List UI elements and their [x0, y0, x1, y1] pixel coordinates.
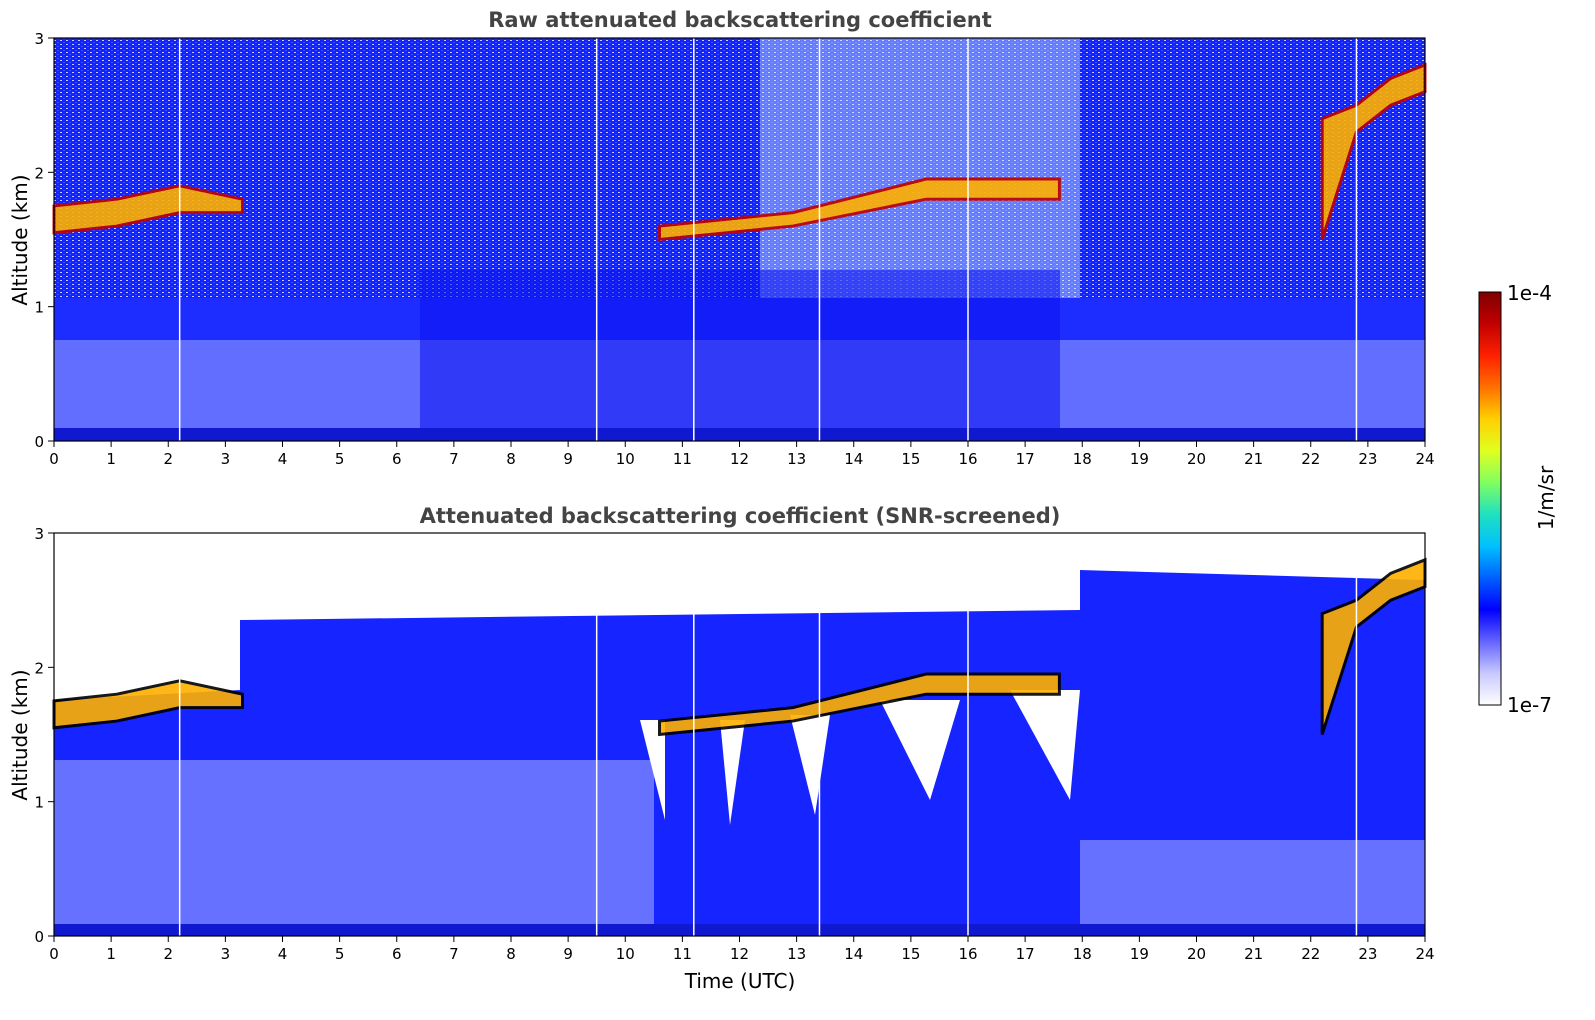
- snr-x-tick-label: 4: [278, 945, 288, 963]
- raw-x-tick-label: 21: [1244, 450, 1263, 468]
- snr-surface-layer: [54, 924, 1425, 936]
- snr-x-tick-label: 9: [563, 945, 573, 963]
- raw-x-tick-label: 14: [844, 450, 863, 468]
- raw-y-axis-label: Altitude (km): [8, 174, 32, 305]
- snr-x-axis: 0 1 2 3 4 5 6 7 8 9 10 11 12 13 14 15 16 17 18 19 20 21 22 23 24: [49, 936, 1435, 963]
- snr-cloud-layer: [658, 672, 1061, 737]
- raw-cloud-layer: [52, 184, 245, 235]
- raw-cloud-layer: [658, 177, 1061, 242]
- raw-x-tick-label: 9: [563, 450, 573, 468]
- raw-y-tick-label: 3: [34, 30, 44, 48]
- snr-x-tick-label: 24: [1415, 945, 1434, 963]
- snr-boundary-layer-right: [1080, 840, 1425, 936]
- raw-x-tick-label: 3: [221, 450, 231, 468]
- snr-y-tick-label: 2: [34, 659, 44, 677]
- snr-screened-panel: Attenuated backscattering coefficient (S…: [8, 504, 1435, 993]
- raw-y-tick-label: 1: [34, 299, 44, 317]
- snr-y-tick-label: 3: [34, 525, 44, 543]
- raw-panel-title: Raw attenuated backscattering coefficien…: [488, 8, 992, 32]
- colorbar-label: 1/m/sr: [1534, 465, 1558, 530]
- raw-data-gaps: [178, 38, 1358, 441]
- raw-x-tick-label: 13: [787, 450, 806, 468]
- snr-x-tick-label: 2: [163, 945, 173, 963]
- raw-noise-bright-zone: [760, 38, 1080, 298]
- snr-x-tick-label: 3: [221, 945, 231, 963]
- snr-x-tick-label: 7: [449, 945, 459, 963]
- snr-boundary-layer-left: [54, 760, 654, 936]
- snr-x-tick-label: 13: [787, 945, 806, 963]
- raw-x-tick-label: 23: [1358, 450, 1377, 468]
- raw-x-tick-label: 1: [106, 450, 116, 468]
- raw-x-tick-label: 2: [163, 450, 173, 468]
- snr-screened-out-regions: [640, 690, 1080, 825]
- raw-x-tick-label: 5: [335, 450, 345, 468]
- colorbar-max-label: 1e-4: [1507, 281, 1552, 305]
- raw-noise-upper: [54, 38, 1425, 298]
- snr-x-tick-label: 16: [958, 945, 977, 963]
- raw-x-tick-label: 16: [958, 450, 977, 468]
- raw-plot-area: [52, 37, 1427, 442]
- colorbar-min-label: 1e-7: [1507, 693, 1552, 717]
- raw-dense-aerosol: [420, 270, 1060, 430]
- snr-x-tick-label: 19: [1130, 945, 1149, 963]
- raw-x-tick-label: 0: [49, 450, 59, 468]
- snr-x-tick-label: 15: [901, 945, 920, 963]
- snr-x-tick-label: 5: [335, 945, 345, 963]
- raw-y-axis: 0 1 2 3: [34, 30, 54, 451]
- snr-x-tick-label: 0: [49, 945, 59, 963]
- colorbar-gradient: [1478, 291, 1502, 706]
- raw-x-tick-label: 20: [1187, 450, 1206, 468]
- snr-x-tick-label: 12: [730, 945, 749, 963]
- snr-x-tick-label: 22: [1301, 945, 1320, 963]
- raw-x-tick-label: 24: [1415, 450, 1434, 468]
- raw-y-tick-label: 2: [34, 164, 44, 182]
- raw-backscatter-panel: Raw attenuated backscattering coefficien…: [8, 8, 1435, 468]
- snr-x-tick-label: 17: [1016, 945, 1035, 963]
- snr-x-tick-label: 11: [673, 945, 692, 963]
- x-axis-label: Time (UTC): [684, 969, 796, 993]
- snr-x-tick-label: 18: [1073, 945, 1092, 963]
- snr-x-tick-label: 8: [506, 945, 516, 963]
- raw-x-tick-label: 6: [392, 450, 402, 468]
- snr-data-gaps: [178, 533, 1358, 936]
- snr-x-tick-label: 6: [392, 945, 402, 963]
- snr-plot-area: [52, 532, 1427, 937]
- raw-surface-layer: [54, 428, 1425, 441]
- snr-cloud-features: [52, 557, 1427, 737]
- raw-y-tick-label: 0: [34, 433, 44, 451]
- snr-y-tick-label: 0: [34, 928, 44, 946]
- raw-x-tick-label: 22: [1301, 450, 1320, 468]
- snr-x-tick-label: 14: [844, 945, 863, 963]
- raw-x-tick-label: 7: [449, 450, 459, 468]
- raw-x-tick-label: 10: [616, 450, 635, 468]
- snr-x-tick-label: 1: [106, 945, 116, 963]
- raw-x-axis: 0 1 2 3 4 5 6 7 8 9 10 11 12 13 14 15 16 17 18 19 20 21 22 23 24: [49, 441, 1435, 468]
- snr-y-axis: 0 1 2 3: [34, 525, 54, 946]
- colorbar: 1e-4 1e-7 1/m/sr: [1478, 281, 1558, 717]
- snr-x-tick-label: 21: [1244, 945, 1263, 963]
- snr-y-tick-label: 1: [34, 794, 44, 812]
- snr-cloud-layer: [52, 679, 245, 730]
- raw-x-tick-label: 18: [1073, 450, 1092, 468]
- snr-panel-title: Attenuated backscattering coefficient (S…: [420, 504, 1061, 528]
- snr-y-axis-label: Altitude (km): [8, 669, 32, 800]
- raw-x-tick-label: 15: [901, 450, 920, 468]
- raw-x-tick-label: 8: [506, 450, 516, 468]
- raw-x-tick-label: 17: [1016, 450, 1035, 468]
- raw-x-tick-label: 19: [1130, 450, 1149, 468]
- snr-x-tick-label: 10: [616, 945, 635, 963]
- raw-x-tick-label: 11: [673, 450, 692, 468]
- raw-x-tick-label: 12: [730, 450, 749, 468]
- raw-cloud-features: [52, 62, 1427, 242]
- snr-x-tick-label: 23: [1358, 945, 1377, 963]
- snr-x-tick-label: 20: [1187, 945, 1206, 963]
- raw-x-tick-label: 4: [278, 450, 288, 468]
